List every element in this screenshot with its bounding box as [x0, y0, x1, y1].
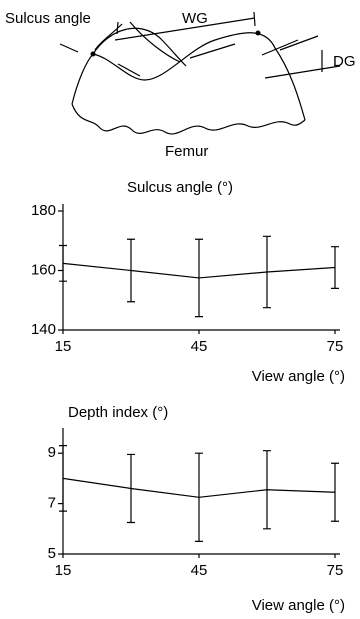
ridge-line [71, 27, 187, 105]
y-tick-label: 5 [48, 545, 56, 562]
error-bar [195, 452, 203, 542]
wg-label: WG [182, 10, 208, 27]
x-tick-label: 75 [327, 562, 344, 579]
x-tick-label: 15 [55, 562, 72, 579]
error-bar [331, 462, 339, 522]
y-tick-label: 140 [31, 321, 56, 338]
x-tick-label: 75 [327, 338, 344, 355]
chart-title: Sulcus angle (°) [127, 179, 233, 196]
x-tick-label: 15 [55, 338, 72, 355]
femur-label: Femur [165, 143, 208, 160]
sulcus-line [92, 32, 306, 121]
error-bar [263, 450, 271, 530]
tangent [279, 35, 319, 51]
wg-tick [253, 11, 256, 27]
sulcus-label: Sulcus angle [5, 10, 91, 27]
error-bar [59, 244, 67, 282]
tangent [189, 43, 236, 59]
tangent [261, 39, 299, 56]
error-bar [331, 246, 339, 289]
chart-title: Depth index (°) [68, 404, 168, 421]
y-tick-label: 180 [31, 202, 56, 219]
tangent [59, 43, 79, 53]
x-tick-label: 45 [191, 338, 208, 355]
tangent [264, 65, 341, 79]
x-axis-label: View angle (°) [252, 597, 345, 614]
error-bar [127, 238, 135, 303]
error-bar [263, 235, 271, 309]
leader [94, 23, 123, 51]
point [90, 51, 96, 57]
y-tick-label: 7 [48, 495, 56, 512]
point [255, 30, 261, 36]
dg-label: DG [333, 53, 356, 70]
femur-diagram: Sulcus angle WG DG Femur [5, 10, 356, 160]
x-tick-label: 45 [191, 562, 208, 579]
x-axis-label: View angle (°) [252, 368, 345, 385]
femur-outline [71, 103, 306, 135]
wg-arrow [114, 17, 256, 41]
leader [129, 21, 181, 63]
tangent [117, 63, 141, 77]
y-tick-label: 9 [48, 444, 56, 461]
error-bar [59, 445, 67, 512]
error-bar [127, 453, 135, 524]
y-tick-label: 160 [31, 261, 56, 278]
error-bar [195, 238, 203, 318]
